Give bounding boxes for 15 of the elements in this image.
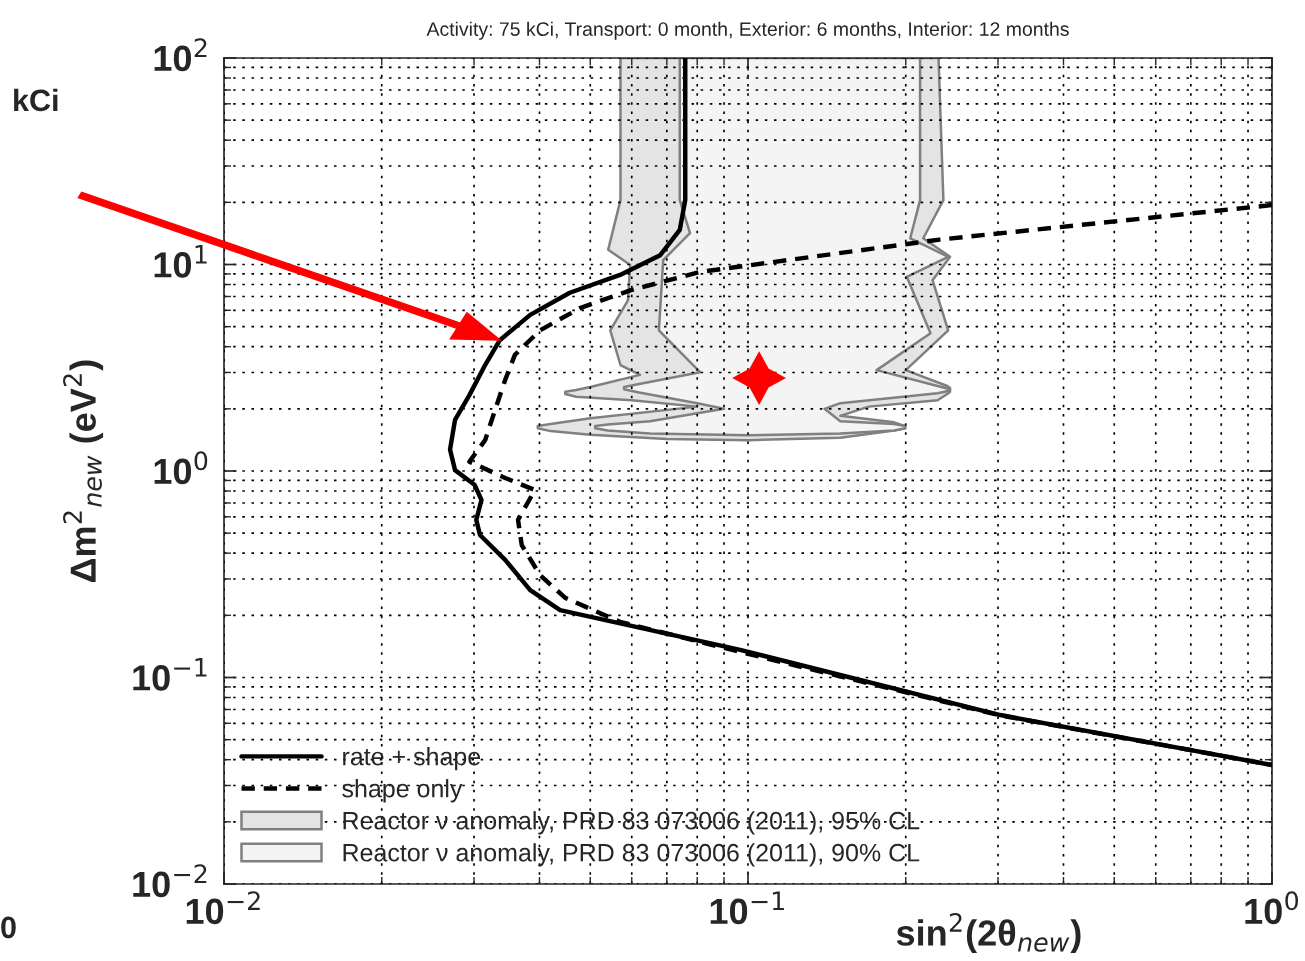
legend-label: shape only (342, 779, 463, 803)
x-tick-label: 10$^{0}$ (1245, 891, 1299, 925)
legend-label: Reactor ν anomaly, PRD 83 073006 (2011), 90% CL (343, 843, 920, 867)
y-tick-label: 10$^{1}$ (154, 245, 207, 278)
y-axis-title: Δm$^{2}$$_{new}$ (eV$^{2}$) (63, 360, 104, 583)
legend-label: Reactor ν anomaly, PRD 83 073006 (2011), 95% CL (343, 811, 920, 835)
text: 0 (1, 916, 16, 939)
legend-label: rate + shape (343, 747, 481, 771)
y-tick-label: 10$^{0}$ (154, 451, 208, 485)
x-tick-label: 10$^{−1}$ (710, 891, 784, 925)
x-axis-title: sin$^{2}$(2θ$_{new}$) (896, 912, 1081, 953)
y-tick-label: 10$^{−1}$ (133, 658, 207, 691)
text: kCi (14, 88, 58, 112)
y-tick-label: 10$^{2}$ (154, 38, 207, 72)
chart-title: Activity: 75 kCi, Transport: 0 month, Exterior: 6 months, Interior: 12 months (426, 21, 1069, 40)
